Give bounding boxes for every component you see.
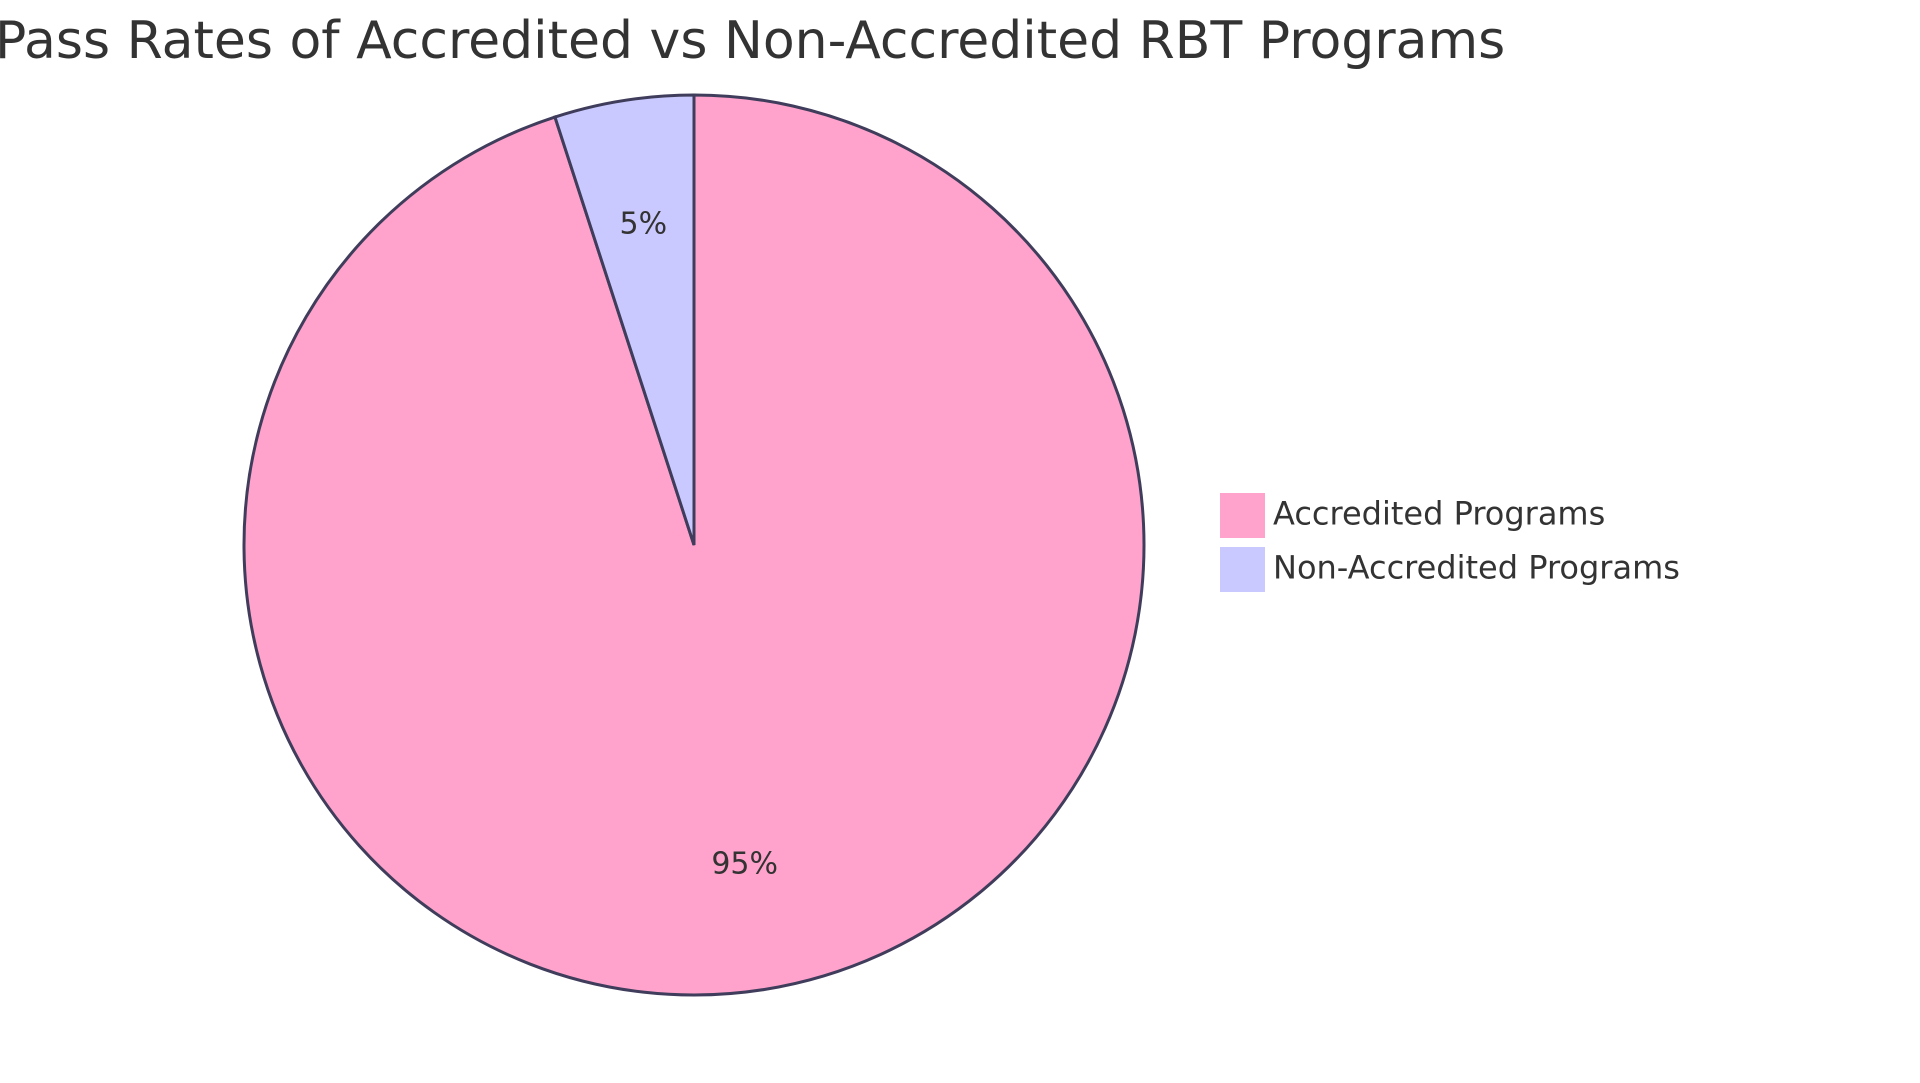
- slice-label-accredited-programs: 95%: [711, 847, 778, 882]
- legend-label-non-accredited-programs: Non-Accredited Programs: [1273, 549, 1680, 587]
- legend-label-accredited-programs: Accredited Programs: [1273, 495, 1605, 533]
- pie-slice-non-accredited-programs: [553, 93, 696, 546]
- chart-title: Pass Rates of Accredited vs Non-Accredit…: [0, 11, 1505, 71]
- legend: Accredited Programs Non-Accredited Progra…: [1220, 493, 1680, 592]
- pie-slices: [242, 93, 1146, 997]
- slice-label-non-accredited-programs: 5%: [620, 206, 668, 241]
- legend-swatch-non-accredited-programs: [1220, 547, 1265, 592]
- pie-slice-labels: 95% 5%: [620, 206, 779, 881]
- legend-swatch-accredited-programs: [1220, 493, 1265, 538]
